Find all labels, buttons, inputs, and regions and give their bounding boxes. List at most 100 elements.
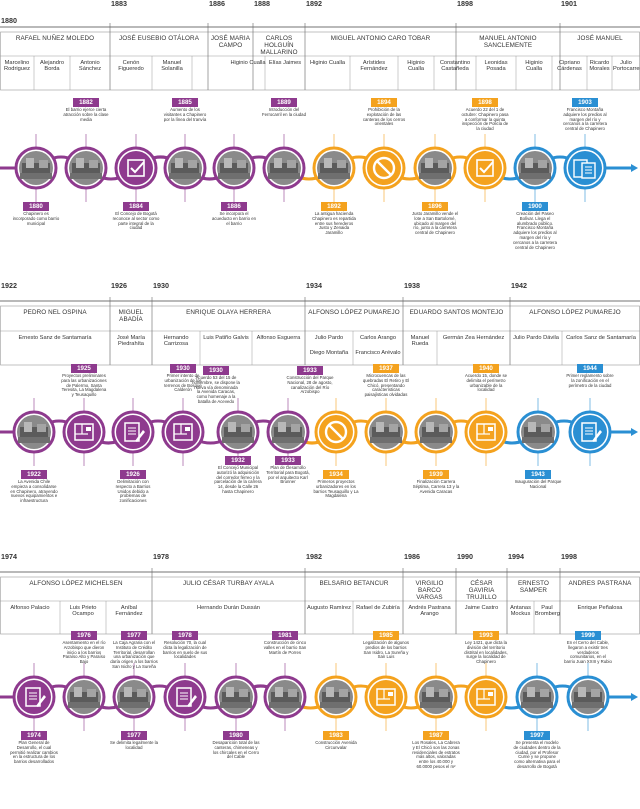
photo-ground — [68, 702, 100, 708]
event-description: Construcción del Parque Nacional, 28 de … — [286, 375, 334, 395]
year-label: 1883 — [111, 0, 127, 8]
photo-roof — [287, 160, 296, 168]
mayor-name: Alfonso Esguerra — [256, 335, 301, 341]
photo-building — [422, 427, 450, 437]
event-circle — [364, 663, 408, 731]
president-name: ALFONSO LÓPEZ PUMAREJO — [308, 309, 400, 316]
photo-roof — [326, 687, 334, 697]
event-description: Los Rosales, La Cabrera y El Chicó son l… — [412, 740, 460, 770]
event-year-badge: 1993 — [473, 631, 499, 640]
event-description: Delimitación con respecto a Barrios Unid… — [115, 479, 151, 504]
document-icon — [581, 422, 597, 442]
photo-building — [72, 163, 100, 173]
prohibition-slash — [328, 424, 344, 440]
mayor-name: Arístides Fernández — [360, 60, 388, 73]
photo-ground — [320, 702, 352, 708]
event-year-badge: 1976 — [71, 631, 97, 640]
photo-building — [270, 163, 298, 173]
event-description: Primer reglamento sobre la zonificación … — [566, 373, 614, 388]
photo-ground — [522, 437, 554, 443]
pencil-icon — [187, 695, 197, 707]
event-circle — [163, 134, 207, 202]
photo-roof — [224, 158, 232, 168]
year-label: 1922 — [1, 281, 17, 290]
event-description: Justo Jaramillo vende el lote a San Bart… — [411, 211, 459, 236]
event-description: Acuerdo 22 del 1 de octubre: Chapinero p… — [461, 107, 509, 132]
event-year-badge: 1943 — [525, 470, 551, 479]
event-year-badge: 1940 — [473, 364, 499, 373]
floor-plan-icon — [476, 423, 496, 441]
mayor-name: Aníbal Fernández — [115, 605, 143, 618]
event-description: Se delimita legalmente la localidad — [110, 740, 159, 750]
event-description: Creación del Paseo Bolívar. Llega el alu… — [513, 211, 557, 250]
event-circle — [515, 663, 559, 731]
mayor-name: Ricardo Morales — [589, 60, 610, 73]
event-circle — [12, 398, 56, 466]
president-name: JULIO CÉSAR TURBAY AYALA — [182, 580, 275, 587]
event-year-badge: 1977 — [121, 631, 147, 640]
event-circle — [214, 663, 258, 731]
president-name: VIRGILIO BARCO VARGAS — [415, 580, 444, 602]
event-description: Chapinero es incorporado como barrio mun… — [12, 211, 60, 226]
event-year-badge: 1980 — [223, 731, 249, 740]
event-circle — [161, 398, 205, 466]
mayor-name: Alfonso Palacio — [10, 605, 50, 611]
mayor-name: Higinio Cualla — [230, 60, 266, 66]
mayor-name: Augusto Ramírez — [307, 605, 351, 611]
photo-building — [20, 427, 48, 437]
mayor-name: Francisco Arévalo — [355, 350, 401, 356]
event-year-badge: 1880 — [23, 202, 49, 211]
mayor-name: Jaime Castro — [464, 605, 499, 611]
floor-plan-room — [488, 427, 493, 431]
year-label: 1892 — [306, 0, 322, 8]
event-year-badge: 1974 — [21, 731, 47, 740]
floor-plan-icon — [476, 688, 496, 706]
event-circle — [111, 398, 155, 466]
president-name: PEDRO NEL OSPINA — [23, 309, 87, 316]
document-icon — [176, 687, 192, 707]
document-icon — [25, 687, 41, 707]
photo-roof — [87, 689, 96, 697]
event-circle — [566, 663, 610, 731]
photo-roof — [288, 689, 297, 697]
mayor-name: Julio Portocarrero — [613, 60, 640, 73]
photo-roof — [89, 160, 98, 168]
photo-building — [222, 692, 250, 702]
mayor-name: Andrés Pastrana Arango — [408, 605, 451, 618]
event-description: Resolución 70, la cual dicta la legaliza… — [162, 640, 208, 660]
president-name: ALFONSO LÓPEZ PUMAREJO — [529, 309, 621, 316]
year-label: 1938 — [404, 281, 420, 290]
event-year-badge: 1997 — [524, 731, 550, 740]
photo-roof — [438, 160, 447, 168]
event-description: Introducción del Ferrocarril en la ciuda… — [262, 107, 306, 117]
mayor-name: Luis Prieto Ocampo — [69, 605, 97, 618]
photo-roof — [439, 689, 448, 697]
wave-arrow — [631, 164, 638, 172]
photo-building — [22, 163, 50, 173]
mayor-name: Leonidas Posada — [484, 60, 508, 73]
event-description: La antigua hacienda Chapinero es reparti… — [312, 211, 356, 236]
event-description: Primeros proyectos urbanizadores en los … — [313, 479, 359, 499]
event-description: La Avenida Chile empieza a consolidarse … — [10, 479, 58, 504]
year-label: 1982 — [306, 552, 322, 561]
event-description: Desaparición total de las canteras, chim… — [212, 740, 260, 760]
year-label: 1986 — [404, 552, 420, 561]
event-description: Proyectos preliminares para las urbaniza… — [61, 373, 107, 398]
event-circle — [463, 134, 507, 202]
wave-arrow — [631, 428, 638, 436]
event-year-badge: 1884 — [123, 202, 149, 211]
event-circle — [12, 663, 56, 731]
photo-ground — [220, 702, 252, 708]
event-description: Primer intento de urbanización de los te… — [164, 373, 202, 393]
event-circle — [163, 663, 207, 731]
photo-roof — [376, 422, 384, 432]
photo-ground — [268, 173, 300, 179]
photo-building — [524, 427, 552, 437]
event-year-badge: 1925 — [71, 364, 97, 373]
event-circle — [414, 398, 458, 466]
event-circle — [64, 134, 108, 202]
event-circle — [513, 134, 557, 202]
floor-plan-room — [388, 692, 393, 696]
event-year-badge: 1937 — [373, 364, 399, 373]
